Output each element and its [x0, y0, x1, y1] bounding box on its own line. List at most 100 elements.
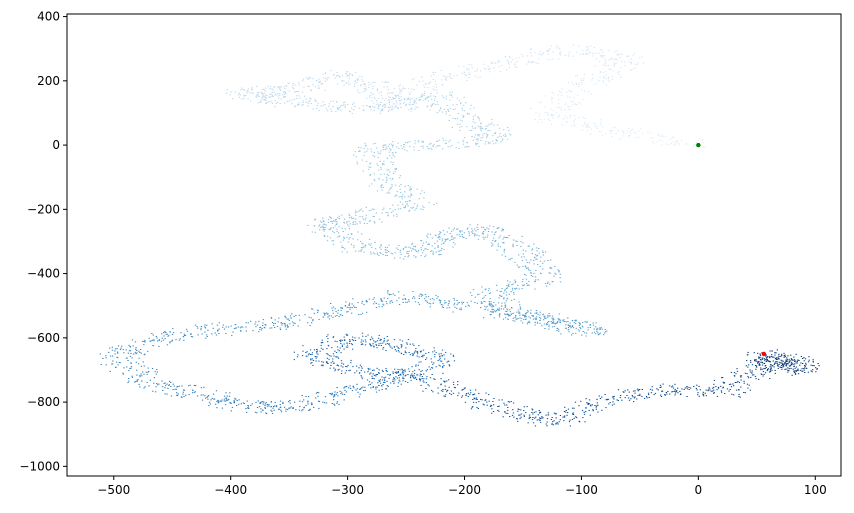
walk-point: [541, 250, 544, 252]
walk-point: [337, 312, 339, 314]
walk-point: [445, 351, 447, 353]
walk-point: [578, 45, 580, 47]
x-tick-label: −400: [214, 483, 247, 497]
walk-point: [331, 110, 333, 112]
walk-point: [434, 354, 436, 355]
walk-point: [261, 409, 264, 411]
walk-point: [349, 223, 352, 225]
walk-point: [339, 105, 342, 107]
walk-point: [536, 311, 538, 313]
walk-point: [475, 398, 477, 400]
walk-point: [425, 248, 427, 250]
walk-point: [306, 351, 308, 353]
walk-point: [364, 83, 366, 85]
walk-point: [748, 384, 750, 386]
walk-point: [456, 304, 458, 306]
walk-point: [526, 284, 529, 286]
walk-point: [388, 151, 390, 153]
walk-point: [453, 227, 455, 229]
walk-point: [361, 247, 363, 248]
y-tick-label: 0: [52, 138, 60, 152]
walk-point: [722, 386, 724, 388]
walk-point: [617, 389, 620, 391]
walk-point: [677, 387, 679, 389]
walk-point: [373, 110, 375, 112]
walk-point: [257, 95, 259, 97]
walk-point: [444, 142, 446, 144]
walk-point: [310, 103, 312, 104]
walk-point: [372, 252, 375, 254]
walk-point: [346, 335, 348, 336]
walk-point: [475, 126, 477, 128]
walk-point: [569, 106, 571, 108]
walk-point: [483, 133, 485, 135]
walk-point: [666, 393, 668, 395]
walk-point: [413, 344, 415, 346]
walk-point: [602, 64, 604, 66]
walk-point: [539, 118, 541, 120]
walk-point: [363, 90, 366, 92]
walk-point: [307, 105, 309, 107]
walk-point: [539, 417, 541, 419]
walk-point: [579, 323, 581, 325]
walk-point: [585, 321, 587, 323]
walk-point: [230, 402, 232, 404]
walk-point: [391, 105, 393, 107]
walk-point: [523, 274, 526, 275]
walk-point: [351, 217, 353, 219]
walk-point: [477, 117, 479, 119]
walk-point: [385, 301, 387, 303]
walk-point: [211, 323, 213, 325]
walk-point: [346, 76, 348, 78]
walk-point: [307, 78, 309, 80]
walk-point: [308, 86, 310, 88]
walk-point: [775, 352, 777, 354]
walk-point: [637, 390, 639, 392]
walk-point: [587, 126, 589, 128]
walk-point: [401, 147, 403, 149]
walk-point: [357, 231, 359, 233]
walk-point: [557, 116, 559, 118]
walk-point: [233, 328, 236, 330]
walk-point: [401, 198, 403, 200]
walk-point: [552, 421, 554, 423]
walk-point: [611, 59, 613, 61]
walk-point: [475, 138, 477, 140]
walk-point: [328, 355, 331, 357]
walk-point: [464, 401, 467, 403]
walk-point: [511, 287, 514, 289]
walk-point: [370, 162, 372, 164]
walk-point: [400, 383, 402, 385]
walk-point: [475, 389, 477, 391]
walk-point: [620, 137, 622, 139]
walk-point: [323, 402, 326, 404]
walk-point: [327, 341, 329, 343]
walk-point: [329, 229, 331, 231]
walk-point: [439, 238, 441, 240]
walk-point: [381, 81, 384, 83]
walk-point: [728, 383, 731, 385]
walk-point: [376, 147, 378, 149]
walk-point: [449, 139, 451, 141]
walk-point: [587, 327, 589, 329]
walk-point: [502, 416, 504, 418]
walk-point: [439, 301, 442, 303]
walk-point: [537, 313, 539, 315]
walk-point: [382, 145, 384, 147]
walk-point: [364, 88, 367, 90]
walk-point: [519, 414, 521, 416]
walk-point: [728, 390, 730, 392]
walk-point: [340, 365, 342, 367]
walk-point: [317, 85, 320, 87]
walk-point: [559, 52, 561, 54]
walk-point: [413, 89, 415, 91]
walk-point: [557, 269, 559, 271]
walk-point: [512, 402, 515, 404]
walk-point: [462, 139, 464, 141]
walk-point: [380, 300, 383, 302]
walk-point: [321, 361, 323, 363]
walk-point: [544, 106, 546, 108]
walk-point: [214, 398, 216, 400]
walk-point: [619, 395, 622, 396]
